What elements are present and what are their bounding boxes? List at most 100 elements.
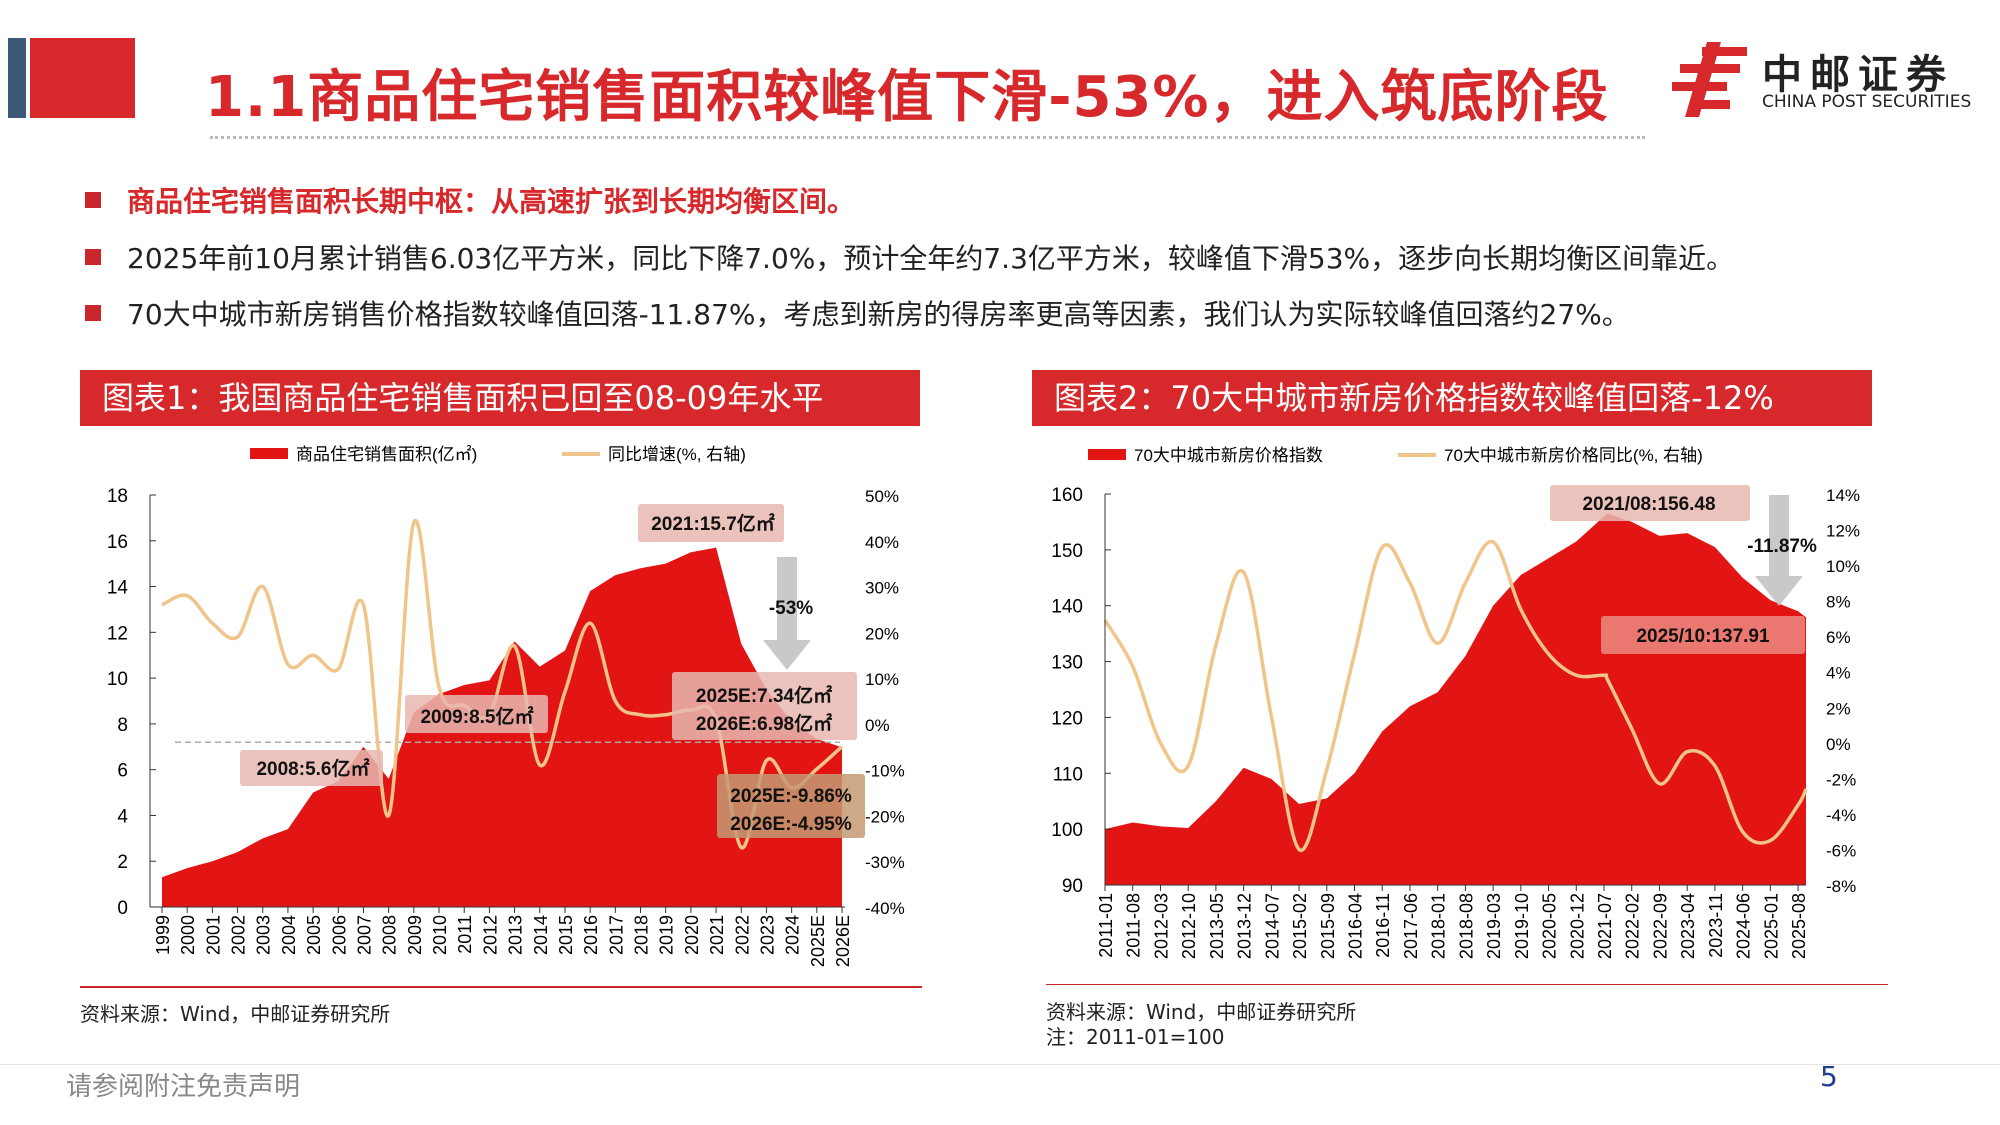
x-tick-label: 2014 [531, 915, 551, 955]
x-tick-label: 2012-03 [1151, 893, 1171, 959]
x-tick-label: 2019-10 [1512, 893, 1532, 959]
x-tick-label: 2002 [229, 915, 249, 955]
y2-tick-label: 40% [865, 533, 899, 552]
x-tick-label: 2022-09 [1650, 893, 1670, 959]
title-divider [210, 136, 1645, 139]
legend-swatch-area [250, 448, 288, 459]
x-tick-label: 2023 [757, 915, 777, 955]
x-tick-label: 2023-11 [1706, 893, 1726, 958]
annotation-label: 2026E:-4.95% [730, 814, 852, 835]
annotation-box [240, 750, 383, 786]
y2-tick-label: 50% [865, 487, 899, 506]
chart1-sales-area: 0 2 4 6 8 10 12 14 16 18 -40% -30% -20% -10% 0% 10% 20% 3… [107, 445, 905, 967]
y-tick-label: 150 [1051, 541, 1083, 562]
legend-swatch-line [562, 452, 600, 456]
x-tick-label: 2019-03 [1484, 893, 1504, 959]
y2-tick-label: 8% [1826, 593, 1851, 612]
annotation-label: 2008:5.6亿㎡ [256, 757, 369, 780]
down-arrow-icon [763, 557, 811, 670]
chart2-header: 图表2：70大中城市新房价格指数较峰值回落-12% [1032, 370, 1872, 426]
annotation-box [638, 504, 784, 542]
y-tick-label: 8 [117, 715, 128, 736]
y-tick-label: 6 [117, 761, 128, 782]
x-tick-label: 2025-08 [1789, 893, 1809, 959]
annotation-box [717, 774, 865, 838]
y-tick-label: 110 [1053, 764, 1083, 785]
y2-tick-label: -20% [865, 807, 905, 826]
x-tick-label: 2024-06 [1734, 893, 1754, 959]
footer-disclaimer[interactable]: 请参阅附注免责声明 [66, 1072, 301, 1102]
y-tick-label: 2 [117, 852, 128, 873]
bullet-point: 70大中城市新房销售价格指数较峰值回落-11.87%，考虑到新房的得房率更高等因… [85, 293, 1630, 333]
x-tick-label: 2008 [380, 915, 400, 955]
y2-tick-label: -40% [865, 899, 905, 918]
down-arrow-icon [1755, 495, 1803, 606]
legend-swatch-area [1088, 449, 1126, 460]
annotation-label: -11.87% [1747, 536, 1817, 557]
x-tick-label: 2025-01 [1761, 893, 1781, 959]
x-tick-label: 2019 [657, 915, 677, 955]
chart2-note: 注：2011-01=100 [1046, 1025, 1225, 1049]
x-tick-label: 2003 [254, 915, 274, 955]
bullet-square-icon [85, 249, 101, 265]
x-tick-label: 2013-05 [1207, 893, 1227, 959]
y2-tick-label: -30% [865, 853, 905, 872]
y-tick-label: 18 [107, 486, 128, 507]
x-tick-label: 2021 [707, 915, 727, 955]
x-tick-label: 2023-04 [1678, 893, 1698, 959]
y-tick-label: 140 [1051, 597, 1083, 618]
y2-tick-label: 6% [1826, 628, 1851, 647]
y-tick-label: 90 [1062, 876, 1083, 897]
y-tick-label: 16 [107, 532, 128, 553]
y2-tick-label: 14% [1826, 486, 1860, 505]
y2-tick-label: 12% [1826, 522, 1860, 541]
bullet-point: 2025年前10月累计销售6.03亿平方米，同比下降7.0%，预计全年约7.3亿… [85, 237, 1734, 277]
annotation-label: 2026E:6.98亿㎡ [696, 712, 832, 735]
x-tick-label: 2005 [304, 915, 324, 955]
x-tick-label: 2022 [732, 915, 752, 955]
annotation-box [1550, 485, 1750, 521]
y-tick-label: 130 [1051, 653, 1083, 674]
area-series [1105, 513, 1806, 885]
legend-label: 70大中城市新房价格指数 [1134, 446, 1323, 465]
x-tick-label: 2018-08 [1456, 893, 1476, 959]
x-tick-label: 2004 [279, 915, 299, 955]
y-tick-label: 12 [107, 623, 128, 644]
footer-divider [0, 1064, 2000, 1065]
y-tick-label: 0 [117, 898, 128, 919]
y2-tick-label: -2% [1826, 770, 1856, 789]
annotation-label: 2009:8.5亿㎡ [420, 705, 533, 728]
x-tick-label: 2020-05 [1540, 893, 1560, 959]
x-tick-label: 2015-02 [1290, 893, 1310, 959]
bullet-point: 商品住宅销售面积长期中枢：从高速扩张到长期均衡区间。 [85, 180, 855, 220]
y-tick-label: 4 [117, 806, 128, 827]
y2-tick-label: 2% [1826, 699, 1851, 718]
x-tick-label: 2009 [405, 915, 425, 955]
header-accent-bar-blue [8, 38, 26, 118]
company-logo: 中邮证券 CHINA POST SECURITIES [1672, 42, 1972, 117]
x-tick-label: 2006 [329, 915, 349, 955]
x-tick-label: 2011-08 [1124, 893, 1144, 958]
page-number: 5 [1820, 1060, 1838, 1093]
y2-tick-label: 30% [865, 579, 899, 598]
legend-label: 商品住宅销售面积(亿㎡) [296, 445, 477, 464]
y2-tick-label: 10% [1826, 557, 1860, 576]
x-tick-label: 2022-02 [1623, 893, 1643, 959]
x-tick-label: 2010 [430, 915, 450, 955]
y2-tick-label: 0% [1826, 735, 1851, 754]
y2-tick-label: 4% [1826, 664, 1851, 683]
x-tick-label: 2018-01 [1429, 893, 1449, 959]
chart1-bottom-rule [80, 986, 922, 988]
x-tick-label: 2012 [480, 915, 500, 955]
annotation-label: 2021/08:156.48 [1582, 494, 1715, 515]
chart1-source: 资料来源：Wind，中邮证券研究所 [80, 1002, 391, 1026]
x-tick-label: 1999 [153, 915, 173, 955]
y2-tick-label: 10% [865, 670, 899, 689]
x-tick-label: 2016-11 [1373, 893, 1393, 958]
x-tick-label: 2017-06 [1401, 893, 1421, 959]
annotation-box [672, 672, 857, 740]
logo-mark-icon [1672, 42, 1747, 117]
chart2-price-index: 90 100 110 120 130 140 150 160 -8% -6% -4% -2% 0% 2% 4… [1051, 446, 1860, 959]
x-tick-label: 2000 [178, 915, 198, 955]
chart2-source: 资料来源：Wind，中邮证券研究所 [1046, 1000, 1357, 1024]
